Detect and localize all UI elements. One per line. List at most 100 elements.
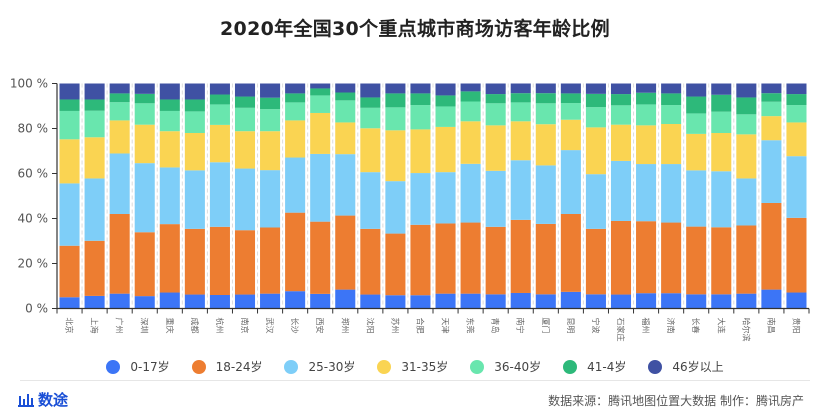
bar-segment-2 bbox=[736, 178, 757, 226]
bar-segment-6 bbox=[59, 83, 80, 100]
bar-segment-0 bbox=[134, 296, 155, 309]
legend-item[interactable]: 31-35岁 bbox=[377, 358, 448, 375]
bar-segment-6 bbox=[711, 83, 732, 95]
bar-segment-0 bbox=[310, 293, 331, 309]
chart-legend: 0-17岁 18-24岁 25-30岁 31-35岁 36-40岁 41-4岁 46岁以上 bbox=[0, 358, 830, 375]
legend-swatch bbox=[470, 359, 485, 374]
x-tick-label: 苏州 bbox=[390, 318, 400, 334]
legend-item[interactable]: 18-24岁 bbox=[191, 358, 262, 375]
bar-segment-3 bbox=[485, 125, 506, 171]
x-tick-label: 南京 bbox=[240, 318, 250, 334]
legend-label: 0-17岁 bbox=[130, 360, 170, 374]
legend-item[interactable]: 41-4岁 bbox=[563, 358, 626, 375]
bar-segment-1 bbox=[485, 226, 506, 295]
x-tick-label: 成都 bbox=[190, 318, 200, 334]
bar-segment-6 bbox=[661, 83, 682, 94]
x-tick-label: 合肥 bbox=[415, 318, 425, 334]
bar-segment-3 bbox=[285, 120, 306, 158]
bar-segment-0 bbox=[260, 293, 281, 309]
bar-segment-2 bbox=[711, 171, 732, 228]
bar-segment-0 bbox=[761, 289, 782, 309]
bar-segment-0 bbox=[610, 294, 632, 309]
x-tick-label: 北京 bbox=[65, 318, 75, 334]
legend-item[interactable]: 36-40岁 bbox=[470, 358, 541, 375]
bar-segment-5 bbox=[385, 93, 406, 108]
bar-segment-0 bbox=[184, 294, 205, 309]
x-tick-label: 宁波 bbox=[591, 318, 601, 334]
x-tick-label: 南宁 bbox=[516, 318, 526, 334]
x-tick-label: 西安 bbox=[315, 318, 325, 334]
bar-segment-1 bbox=[460, 222, 481, 294]
bar-segment-4 bbox=[184, 111, 205, 133]
bar-segment-5 bbox=[234, 96, 256, 108]
y-tick-label: 100 % bbox=[10, 77, 48, 91]
bar-segment-4 bbox=[134, 103, 155, 125]
bar-segment-4 bbox=[535, 103, 556, 125]
legend-item[interactable]: 46岁以上 bbox=[648, 358, 724, 375]
bar-segment-1 bbox=[209, 226, 230, 295]
bar-segment-4 bbox=[209, 104, 230, 125]
bar-segment-4 bbox=[84, 110, 105, 138]
legend-label: 41-4岁 bbox=[587, 360, 627, 374]
x-tick-label: 长沙 bbox=[290, 318, 300, 334]
bar-segment-0 bbox=[159, 292, 180, 309]
bar-segment-1 bbox=[260, 227, 281, 294]
bar-segment-6 bbox=[410, 83, 431, 94]
bar-segment-1 bbox=[510, 219, 531, 293]
bar-segment-2 bbox=[786, 156, 807, 218]
x-tick-label: 福州 bbox=[641, 318, 650, 334]
bar-segment-2 bbox=[661, 164, 682, 223]
bar-segment-3 bbox=[460, 121, 481, 164]
bar-segment-6 bbox=[159, 83, 180, 100]
bar-segment-3 bbox=[209, 124, 230, 163]
bar-segment-5 bbox=[410, 93, 431, 106]
bar-segment-5 bbox=[360, 97, 381, 108]
bar-segment-4 bbox=[736, 114, 757, 135]
bar-segment-2 bbox=[134, 163, 155, 233]
bar-segment-4 bbox=[711, 111, 732, 133]
x-tick-label: 武汉 bbox=[265, 318, 275, 334]
x-tick-label: 郑州 bbox=[340, 318, 350, 334]
legend-item[interactable]: 25-30岁 bbox=[284, 358, 355, 375]
y-tick-label: 60 % bbox=[18, 167, 49, 181]
x-tick-label: 大连 bbox=[716, 318, 726, 334]
bar-segment-6 bbox=[460, 83, 481, 92]
brand-logo: 数途 bbox=[18, 389, 68, 410]
bar-segment-6 bbox=[385, 83, 406, 94]
bar-segment-5 bbox=[761, 93, 782, 102]
bar-segment-1 bbox=[59, 245, 80, 298]
bar-segment-2 bbox=[360, 172, 381, 229]
bar-segment-0 bbox=[636, 293, 657, 309]
bar-segment-5 bbox=[310, 88, 331, 96]
bar-segment-5 bbox=[209, 94, 230, 105]
bar-segment-0 bbox=[736, 293, 757, 309]
bar-segment-1 bbox=[184, 228, 205, 295]
bar-segment-2 bbox=[109, 153, 130, 214]
bar-segment-1 bbox=[636, 221, 657, 294]
legend-label: 25-30岁 bbox=[308, 360, 356, 374]
bar-segment-5 bbox=[786, 94, 807, 106]
y-tick-label: 80 % bbox=[18, 122, 49, 136]
legend-swatch bbox=[106, 359, 121, 374]
bar-segment-1 bbox=[535, 223, 556, 295]
bar-segment-4 bbox=[585, 107, 606, 128]
x-tick-label: 重庆 bbox=[165, 318, 175, 334]
bar-segment-5 bbox=[335, 92, 356, 101]
bar-segment-6 bbox=[435, 83, 456, 96]
bar-segment-5 bbox=[736, 97, 757, 115]
bar-segment-6 bbox=[285, 83, 306, 94]
bar-segment-1 bbox=[786, 217, 807, 293]
legend-item[interactable]: 0-17岁 bbox=[106, 358, 170, 375]
bar-segment-6 bbox=[736, 83, 757, 98]
bar-segment-6 bbox=[610, 83, 632, 95]
bar-segment-4 bbox=[460, 101, 481, 122]
bar-segment-4 bbox=[360, 107, 381, 129]
x-tick-label: 广州 bbox=[115, 318, 125, 334]
bar-segment-2 bbox=[485, 170, 506, 227]
bar-segment-1 bbox=[310, 221, 331, 294]
bar-chart-icon bbox=[18, 393, 34, 407]
bar-segment-2 bbox=[686, 170, 707, 227]
bar-segment-0 bbox=[335, 289, 356, 309]
bar-segment-1 bbox=[435, 223, 456, 294]
